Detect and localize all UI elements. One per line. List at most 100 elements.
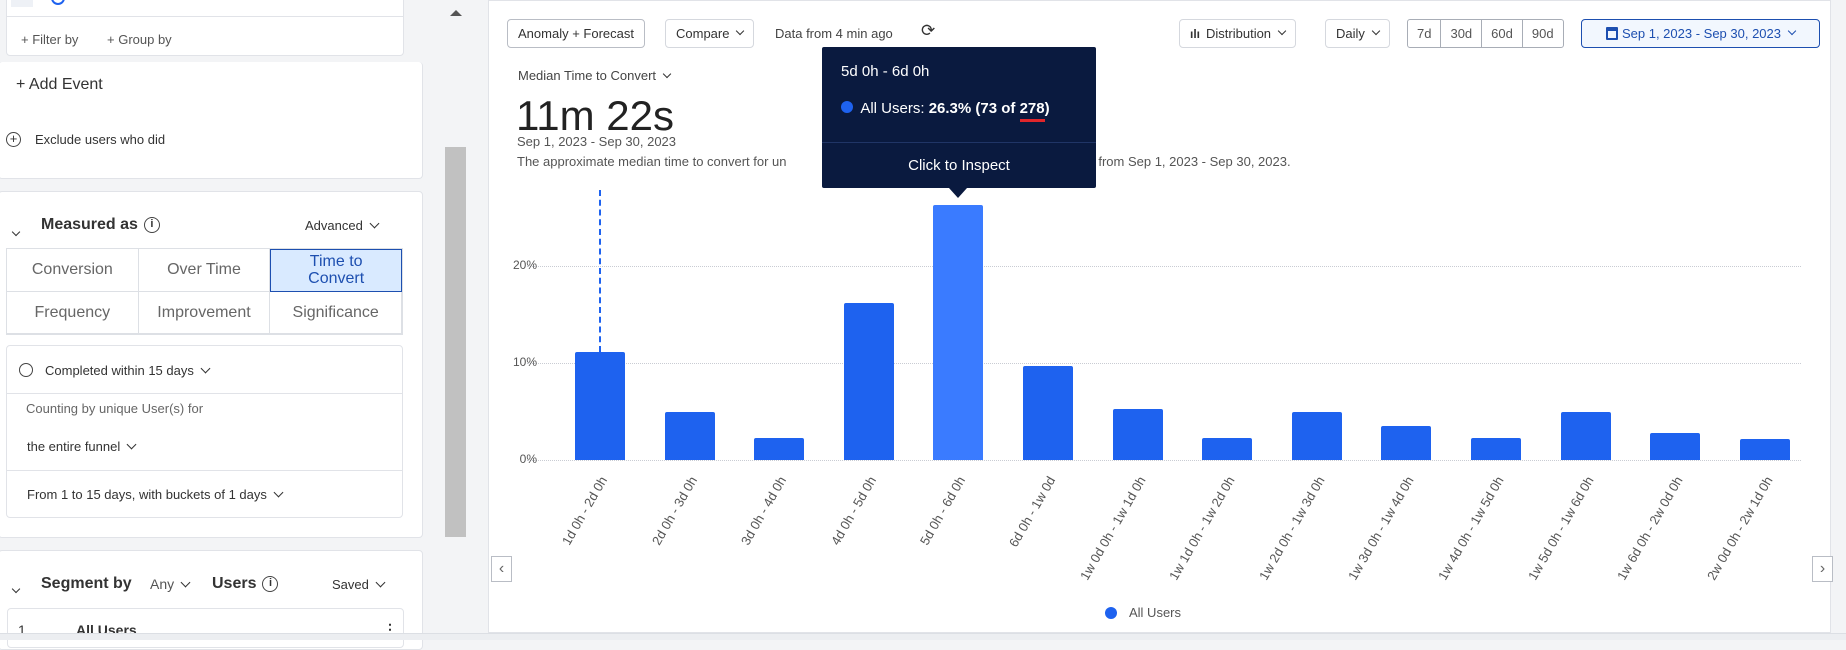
divider — [7, 16, 403, 17]
compare-label: Compare — [676, 26, 730, 41]
metric-dropdown[interactable]: Median Time to Convert — [518, 68, 672, 83]
completed-within-label: Completed within 15 days — [45, 363, 194, 378]
median-marker-line — [599, 190, 601, 353]
chevron-down-icon — [736, 26, 745, 35]
metric-improvement[interactable]: Improvement — [138, 291, 271, 334]
data-freshness: Data from 4 min ago — [775, 26, 893, 41]
chevron-down-icon — [273, 487, 284, 498]
range-60d[interactable]: 60d — [1482, 20, 1523, 47]
bar[interactable] — [1112, 408, 1163, 460]
bar[interactable] — [843, 302, 894, 460]
summary-description-end: nnel from Sep 1, 2023 - Sep 30, 2023. — [1068, 154, 1291, 169]
bar[interactable] — [1023, 365, 1073, 460]
range-presets: 7d 30d 60d 90d — [1407, 19, 1564, 48]
chart-scroll-right-button[interactable]: › — [1812, 556, 1833, 582]
bar[interactable] — [1560, 411, 1611, 460]
events-section: + Add Event + Exclude users who did — [0, 62, 423, 179]
metric-conversion[interactable]: Conversion — [7, 249, 139, 292]
chevron-down-icon — [1371, 26, 1381, 35]
bar-chart-icon: ılı — [1190, 26, 1201, 41]
bar[interactable] — [1471, 437, 1521, 460]
chevron-down-icon — [662, 69, 672, 79]
bar[interactable] — [575, 352, 625, 460]
measured-as-label: Measured as i — [41, 216, 160, 234]
group-by-button[interactable]: + Group by — [107, 32, 172, 47]
click-to-inspect[interactable]: Click to Inspect — [908, 157, 1010, 174]
divider — [822, 142, 1096, 143]
range-7d[interactable]: 7d — [1408, 20, 1442, 47]
gridline — [527, 266, 1801, 267]
summary-description: The approximate median time to convert f… — [517, 154, 787, 169]
counting-by-label: Counting by unique User(s) for — [26, 401, 204, 416]
segment-row[interactable]: 1 All Users ⋮ — [7, 608, 404, 648]
tooltip-arrow — [949, 188, 967, 198]
range-30d[interactable]: 30d — [1441, 20, 1483, 47]
bar[interactable] — [1739, 438, 1790, 460]
bar[interactable] — [933, 204, 984, 460]
y-tick-label: 10% — [512, 355, 537, 369]
chart-panel — [488, 0, 1831, 633]
chart-scroll-left-button[interactable]: ‹ — [491, 556, 512, 582]
exclude-users-button[interactable]: Exclude users who did — [35, 132, 166, 147]
bar[interactable] — [1202, 437, 1253, 460]
chevron-down-icon — [375, 577, 386, 588]
series-dot-icon — [841, 101, 853, 113]
legend-dot-icon — [1105, 606, 1117, 619]
any-label: Any — [150, 576, 175, 592]
calendar-icon — [1605, 27, 1618, 40]
completed-within-dropdown[interactable]: Completed within 15 days — [45, 363, 211, 378]
tooltip-series-row: All Users: 26.3% (73 of 278) — [841, 100, 1050, 122]
scrollbar-thumb[interactable] — [445, 147, 466, 537]
bar[interactable] — [754, 437, 805, 460]
info-icon[interactable]: i — [262, 575, 279, 592]
bar[interactable] — [1381, 426, 1432, 460]
chart-legend[interactable]: All Users — [1105, 605, 1181, 620]
scroll-up-arrow-icon[interactable] — [450, 10, 462, 16]
funnel-scope-dropdown[interactable]: the entire funnel — [27, 439, 137, 454]
divider — [7, 393, 402, 394]
interval-dropdown[interactable]: Daily — [1325, 19, 1390, 48]
anomaly-forecast-button[interactable]: Anomaly + Forecast — [507, 19, 645, 48]
metric-selector: Conversion Over Time Time to Convert Fre… — [6, 248, 403, 335]
collapse-chevron-icon[interactable] — [11, 227, 21, 237]
interval-label: Daily — [1336, 26, 1365, 41]
advanced-dropdown[interactable]: Advanced — [305, 218, 380, 233]
segment-index: 1 — [18, 622, 26, 638]
saved-dropdown[interactable]: Saved — [332, 577, 386, 592]
info-icon[interactable]: i — [143, 216, 160, 233]
tooltip-title: 5d 0h - 6d 0h — [841, 63, 930, 80]
plus-circle-icon[interactable]: + — [6, 132, 21, 147]
divider — [7, 470, 402, 471]
date-range-picker[interactable]: Sep 1, 2023 - Sep 30, 2023 — [1581, 19, 1820, 48]
summary-end: from Sep 1, 2023 - Sep 30, 2023. — [1094, 154, 1291, 169]
advanced-label: Advanced — [305, 218, 363, 233]
any-dropdown[interactable]: Any — [150, 576, 191, 592]
collapse-chevron-icon[interactable] — [11, 584, 21, 594]
bar[interactable] — [1650, 432, 1701, 460]
compare-dropdown[interactable]: Compare — [665, 19, 755, 48]
y-tick-label: 0% — [519, 452, 537, 466]
chart-tooltip[interactable]: 5d 0h - 6d 0h All Users: 26.3% (73 of 27… — [822, 47, 1096, 198]
distribution-label: Distribution — [1206, 26, 1272, 41]
segment-by-label: Segment by — [41, 575, 132, 592]
median-value: 11m 22s — [516, 92, 674, 139]
filter-by-button[interactable]: + Filter by — [21, 32, 79, 47]
distribution-dropdown[interactable]: ılı Distribution — [1179, 19, 1297, 48]
metric-significance[interactable]: Significance — [270, 291, 402, 334]
metric-over-time[interactable]: Over Time — [138, 249, 271, 292]
bar[interactable] — [664, 411, 715, 460]
bar[interactable] — [1291, 411, 1342, 460]
left-panel-scrollbar[interactable] — [444, 0, 468, 633]
bottom-bar — [0, 633, 1846, 640]
tooltip-value: 26.3% (73 of — [928, 100, 1020, 117]
metric-time-to-convert[interactable]: Time to Convert — [270, 249, 402, 292]
event-card: + Filter by + Group by — [6, 0, 404, 56]
buckets-dropdown[interactable]: From 1 to 15 days, with buckets of 1 day… — [27, 487, 284, 502]
buckets-label: From 1 to 15 days, with buckets of 1 day… — [27, 487, 267, 502]
y-tick-label: 20% — [512, 258, 537, 272]
range-90d[interactable]: 90d — [1531, 26, 1554, 41]
event-icon — [51, 0, 65, 5]
metric-frequency[interactable]: Frequency — [7, 291, 139, 334]
add-event-button[interactable]: + Add Event — [16, 76, 103, 93]
refresh-icon[interactable]: ⟳ — [921, 21, 936, 40]
